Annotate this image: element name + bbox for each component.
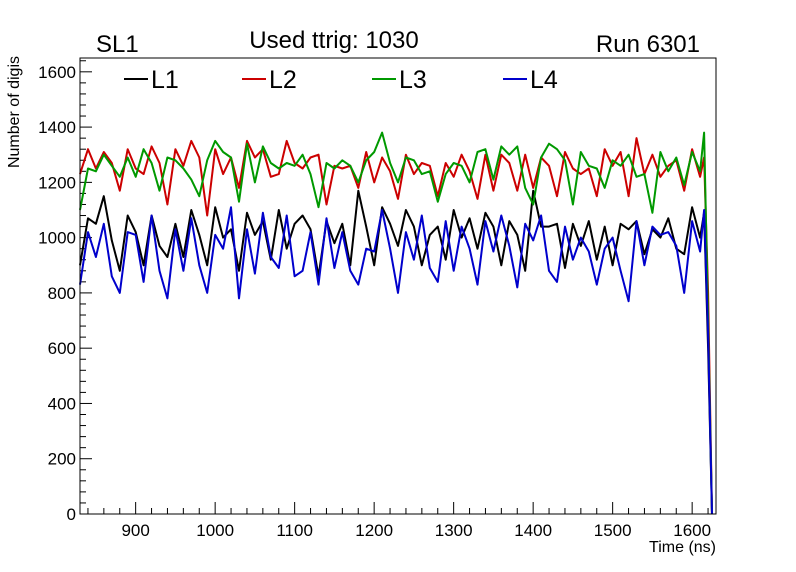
x-axis-label: Time (ns) — [649, 539, 716, 556]
x-tick-label: 1100 — [276, 521, 313, 540]
legend-label-l2: L2 — [269, 66, 297, 94]
y-tick-label: 1200 — [38, 173, 76, 192]
y-tick-label: 1400 — [38, 118, 76, 137]
y-tick-label: 1600 — [38, 63, 76, 82]
plot-frame — [79, 57, 717, 515]
y-tick-label: 1000 — [38, 229, 76, 248]
y-tick-label: 400 — [48, 394, 76, 413]
x-tick-label: 900 — [121, 521, 149, 540]
chart-title: Used ttrig: 1030 — [249, 27, 418, 54]
series-lines — [79, 131, 713, 515]
legend-label-l4: L4 — [530, 66, 558, 94]
y-tick-label: 800 — [48, 284, 76, 303]
legend-label-l1: L1 — [151, 66, 179, 94]
x-tick-label: 1500 — [594, 521, 632, 540]
y-tick-label: 0 — [67, 505, 76, 524]
x-tick-label: 1200 — [355, 521, 393, 540]
x-tick-label: 1000 — [196, 521, 234, 540]
legend: L1 L2 L3 L4 — [124, 66, 558, 94]
x-tick-label: 1300 — [435, 521, 473, 540]
header-left-label: SL1 — [96, 31, 139, 58]
y-tick-label: 200 — [48, 450, 76, 469]
y-axis-label: Number of digis — [6, 56, 23, 168]
header-right-label: Run 6301 — [596, 31, 700, 58]
legend-label-l3: L3 — [399, 66, 427, 94]
series-line-l4 — [79, 206, 713, 515]
x-tick-label: 1600 — [673, 521, 711, 540]
x-tick-label: 1400 — [514, 521, 552, 540]
axes: 0 200 400 600 800 1000 1200 1400 1600 900 1000 1100… — [38, 60, 711, 540]
y-tick-label: 600 — [48, 339, 76, 358]
series-line-l2 — [79, 137, 713, 515]
series-line-l1 — [79, 189, 713, 515]
series-line-l3 — [79, 131, 713, 515]
